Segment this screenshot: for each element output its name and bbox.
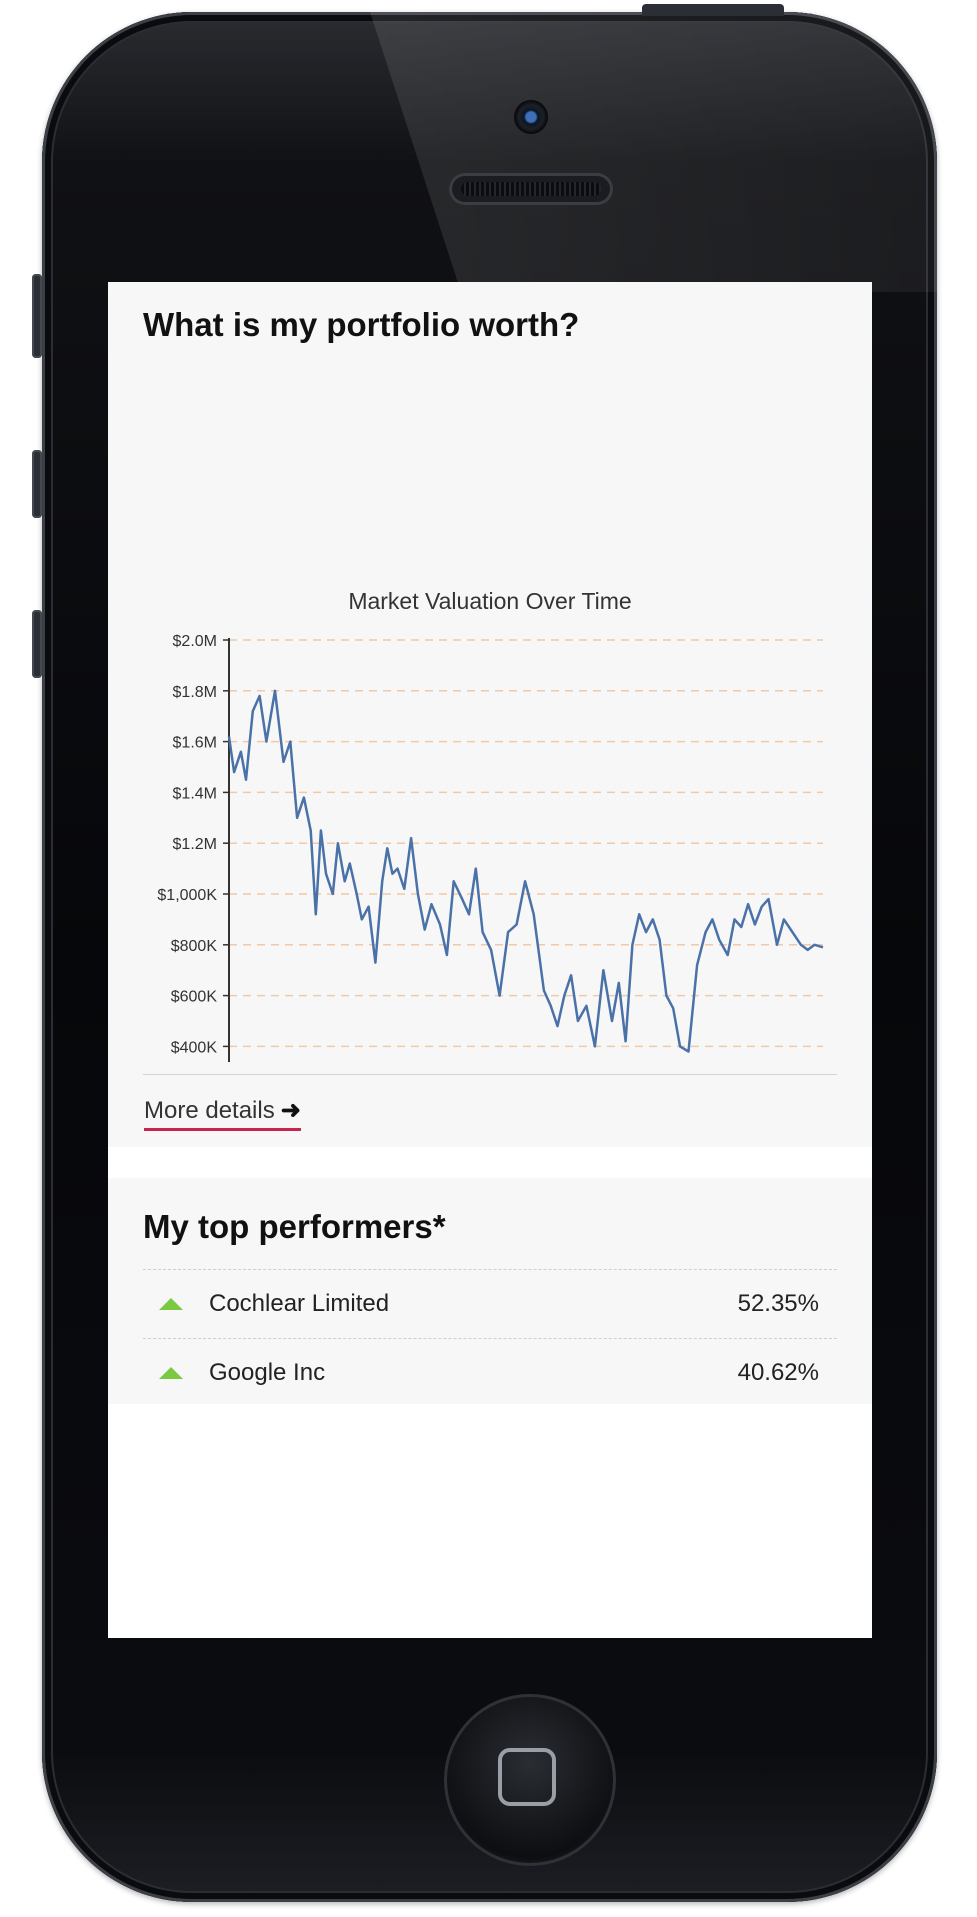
mute-switch[interactable] xyxy=(32,274,42,358)
stock-name: Google Inc xyxy=(209,1359,326,1386)
list-item[interactable]: Google Inc 40.62% xyxy=(143,1338,837,1407)
y-tick-label: $400K xyxy=(171,1039,218,1056)
y-tick-label: $600K xyxy=(171,989,218,1006)
top-performers-card: My top performers* Cochlear Limited 52.3… xyxy=(108,1178,872,1404)
y-tick-label: $1.8M xyxy=(173,684,217,701)
trend-up-icon xyxy=(159,1298,183,1310)
portfolio-card: What is my portfolio worth? Market Valua… xyxy=(108,282,872,1147)
market-valuation-chart: Market Valuation Over Time $0$200K$400K$… xyxy=(157,588,824,1062)
stock-name: Cochlear Limited xyxy=(209,1290,390,1317)
front-camera-icon xyxy=(514,100,548,134)
app-screen: What is my portfolio worth? Market Valua… xyxy=(108,282,872,1638)
list-item[interactable]: Cochlear Limited 52.35% xyxy=(143,1269,837,1338)
volume-up-button[interactable] xyxy=(32,450,42,518)
more-details-link[interactable]: More details ➜ xyxy=(144,1096,301,1131)
more-details-label: More details xyxy=(144,1096,275,1124)
y-tick-label: $1,000K xyxy=(157,887,217,904)
y-tick-label: $2.0M xyxy=(173,633,217,650)
performers-list: Cochlear Limited 52.35% Google Inc 40.62… xyxy=(143,1269,837,1407)
stock-change: 40.62% xyxy=(737,1359,819,1386)
y-tick-label: $1.4M xyxy=(173,785,217,802)
portfolio-title: What is my portfolio worth? xyxy=(143,306,580,343)
trend-up-icon xyxy=(159,1367,183,1379)
home-square-icon xyxy=(498,1748,556,1806)
volume-down-button[interactable] xyxy=(32,610,42,678)
valuation-series-line xyxy=(227,689,824,1053)
section-divider xyxy=(143,1074,837,1075)
top-performers-title: My top performers* xyxy=(143,1208,446,1245)
y-tick-label: $1.2M xyxy=(173,836,217,853)
chart-title: Market Valuation Over Time xyxy=(348,588,631,614)
y-tick-label: $800K xyxy=(171,938,218,955)
power-button[interactable] xyxy=(642,4,784,16)
y-tick-label: $1.6M xyxy=(173,735,217,752)
speaker-grille xyxy=(449,173,613,205)
stock-change: 52.35% xyxy=(737,1290,819,1317)
arrow-right-icon: ➜ xyxy=(280,1097,301,1124)
home-button[interactable] xyxy=(444,1694,616,1866)
